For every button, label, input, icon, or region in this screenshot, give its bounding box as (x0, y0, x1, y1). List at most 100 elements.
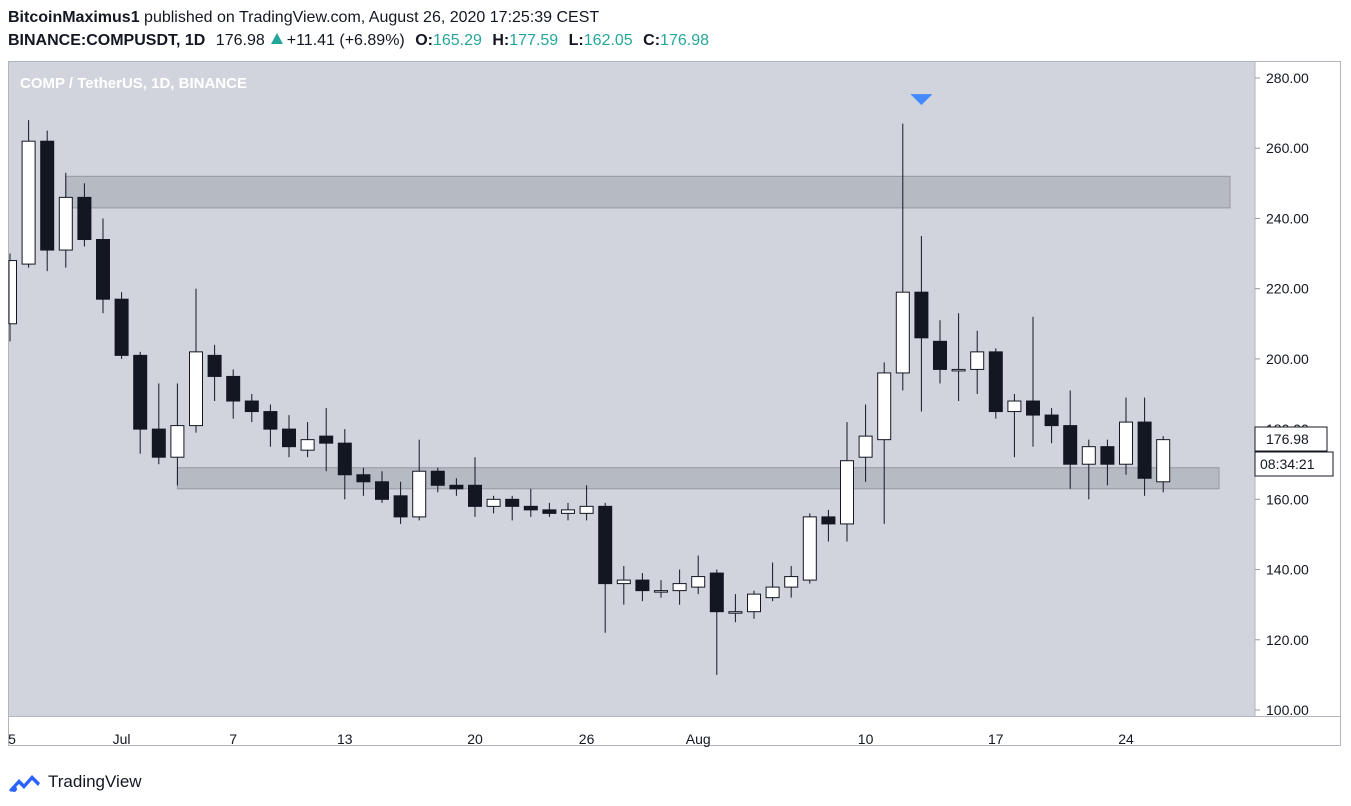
candle-1[interactable] (21, 120, 36, 268)
x-tick-label: 5 (8, 731, 16, 747)
candle-40[interactable] (747, 590, 761, 619)
candle-14[interactable] (263, 404, 278, 447)
candle-body (598, 505, 613, 585)
candle-60[interactable] (1119, 397, 1133, 475)
candle-19[interactable] (356, 467, 371, 496)
candle-44[interactable] (821, 509, 836, 542)
candle-39[interactable] (728, 594, 743, 623)
candle-9[interactable] (170, 383, 185, 486)
publish-line: BitcoinMaximus1 published on TradingView… (8, 6, 1338, 29)
candle-8[interactable] (151, 383, 166, 465)
candle-38[interactable] (709, 569, 724, 675)
candle-7[interactable] (133, 351, 148, 454)
candle-body (784, 576, 799, 588)
candle-31[interactable] (579, 485, 594, 521)
candle-37[interactable] (691, 555, 706, 595)
candle-53[interactable] (988, 348, 1003, 419)
candle-11[interactable] (207, 344, 222, 402)
candle-12[interactable] (226, 369, 241, 419)
low-label: L: (568, 32, 584, 49)
candle-57[interactable] (1063, 390, 1078, 489)
author-name[interactable]: BitcoinMaximus1 (8, 9, 140, 26)
tradingview-logo-icon[interactable] (8, 771, 42, 793)
close-label: C: (643, 32, 661, 49)
zone-0[interactable] (65, 175, 1231, 209)
candle-56[interactable] (1044, 408, 1059, 444)
candle-2[interactable] (40, 130, 55, 272)
candle-29[interactable] (542, 502, 557, 517)
candle-35[interactable] (654, 580, 668, 598)
candle-43[interactable] (802, 513, 817, 584)
candle-body (672, 583, 687, 592)
candle-17[interactable] (319, 408, 334, 472)
candle-30[interactable] (561, 502, 575, 521)
candle-58[interactable] (1081, 439, 1096, 500)
zone-1[interactable] (176, 467, 1220, 490)
candle-23[interactable] (430, 467, 445, 493)
candle-50[interactable] (933, 320, 947, 384)
candle-4[interactable] (77, 183, 92, 247)
candle-15[interactable] (282, 415, 296, 458)
candle-24[interactable] (449, 478, 464, 496)
x-tick-label: 13 (337, 731, 353, 747)
candle-18[interactable] (337, 429, 352, 500)
candle-47[interactable] (877, 362, 892, 524)
candle-body (319, 435, 334, 444)
last-price-label: 176.98 (1266, 431, 1309, 447)
candle-body (96, 239, 110, 300)
footer: TradingView (8, 768, 142, 796)
candle-51[interactable] (951, 313, 966, 402)
candle-0[interactable] (8, 253, 17, 342)
candle-body (1100, 446, 1115, 465)
candle-61[interactable] (1137, 397, 1152, 496)
y-tick-label: 160.00 (1266, 491, 1309, 507)
candle-45[interactable] (840, 422, 854, 542)
tradingview-brand[interactable]: TradingView (48, 772, 142, 791)
candle-25[interactable] (468, 457, 482, 517)
candle-49[interactable] (914, 236, 929, 412)
candle-41[interactable] (765, 562, 780, 602)
candle-26[interactable] (486, 495, 501, 514)
candle-body (151, 428, 166, 458)
candle-34[interactable] (635, 573, 650, 602)
candle-3[interactable] (58, 172, 73, 268)
candle-52[interactable] (970, 330, 985, 394)
open-value: 165.29 (432, 32, 482, 49)
x-tick-label: 7 (229, 731, 237, 747)
candle-54[interactable] (1007, 394, 1022, 458)
candle-body (505, 498, 520, 507)
candle-59[interactable] (1100, 439, 1115, 486)
sell-marker-icon[interactable] (910, 94, 933, 106)
candle-27[interactable] (505, 495, 520, 521)
plot-area[interactable] (9, 61, 1255, 716)
candle-28[interactable] (523, 488, 538, 517)
candle-body (951, 368, 966, 372)
candle-21[interactable] (393, 481, 408, 524)
candle-62[interactable] (1156, 436, 1171, 493)
candle-55[interactable] (1026, 316, 1040, 447)
candle-6[interactable] (114, 292, 129, 359)
y-tick-label: 100.00 (1266, 702, 1309, 718)
time-axis[interactable] (9, 716, 1341, 746)
candle-48[interactable] (895, 123, 910, 391)
candle-42[interactable] (784, 566, 799, 598)
candle-5[interactable] (96, 218, 110, 314)
candle-body (914, 291, 929, 339)
candle-46[interactable] (858, 404, 873, 482)
candle-13[interactable] (244, 394, 259, 423)
candle-22[interactable] (412, 439, 427, 521)
candle-body (765, 586, 780, 599)
symbol-label: BINANCE:COMPUSDT, 1D (8, 32, 206, 49)
candle-16[interactable] (300, 422, 315, 458)
candle-body (468, 484, 482, 507)
candle-32[interactable] (598, 502, 613, 633)
price-axis[interactable] (1255, 61, 1341, 716)
candle-10[interactable] (189, 288, 203, 433)
candle-body (393, 495, 408, 518)
candle-body (58, 196, 73, 251)
candle-33[interactable] (616, 566, 631, 605)
candle-20[interactable] (375, 471, 389, 503)
candle-36[interactable] (672, 569, 687, 605)
candle-body (542, 509, 557, 514)
